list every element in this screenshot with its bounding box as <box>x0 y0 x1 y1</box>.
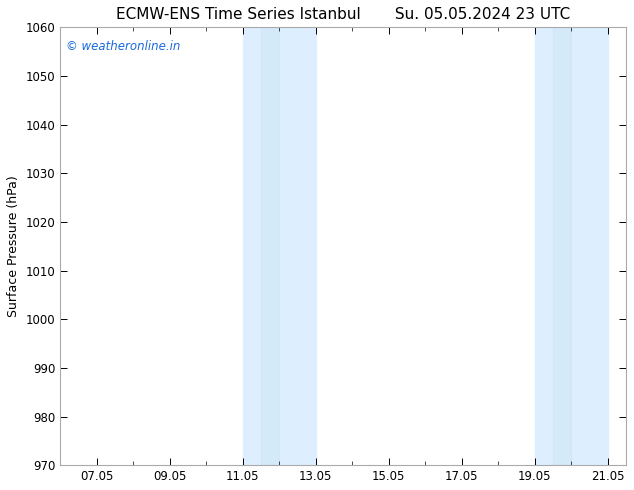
Y-axis label: Surface Pressure (hPa): Surface Pressure (hPa) <box>7 175 20 317</box>
Bar <box>243 27 316 465</box>
Title: ECMW-ENS Time Series Istanbul       Su. 05.05.2024 23 UTC: ECMW-ENS Time Series Istanbul Su. 05.05.… <box>116 7 570 22</box>
Bar <box>261 27 279 465</box>
Bar <box>553 27 571 465</box>
Text: © weatheronline.in: © weatheronline.in <box>66 40 180 53</box>
Bar <box>535 27 608 465</box>
